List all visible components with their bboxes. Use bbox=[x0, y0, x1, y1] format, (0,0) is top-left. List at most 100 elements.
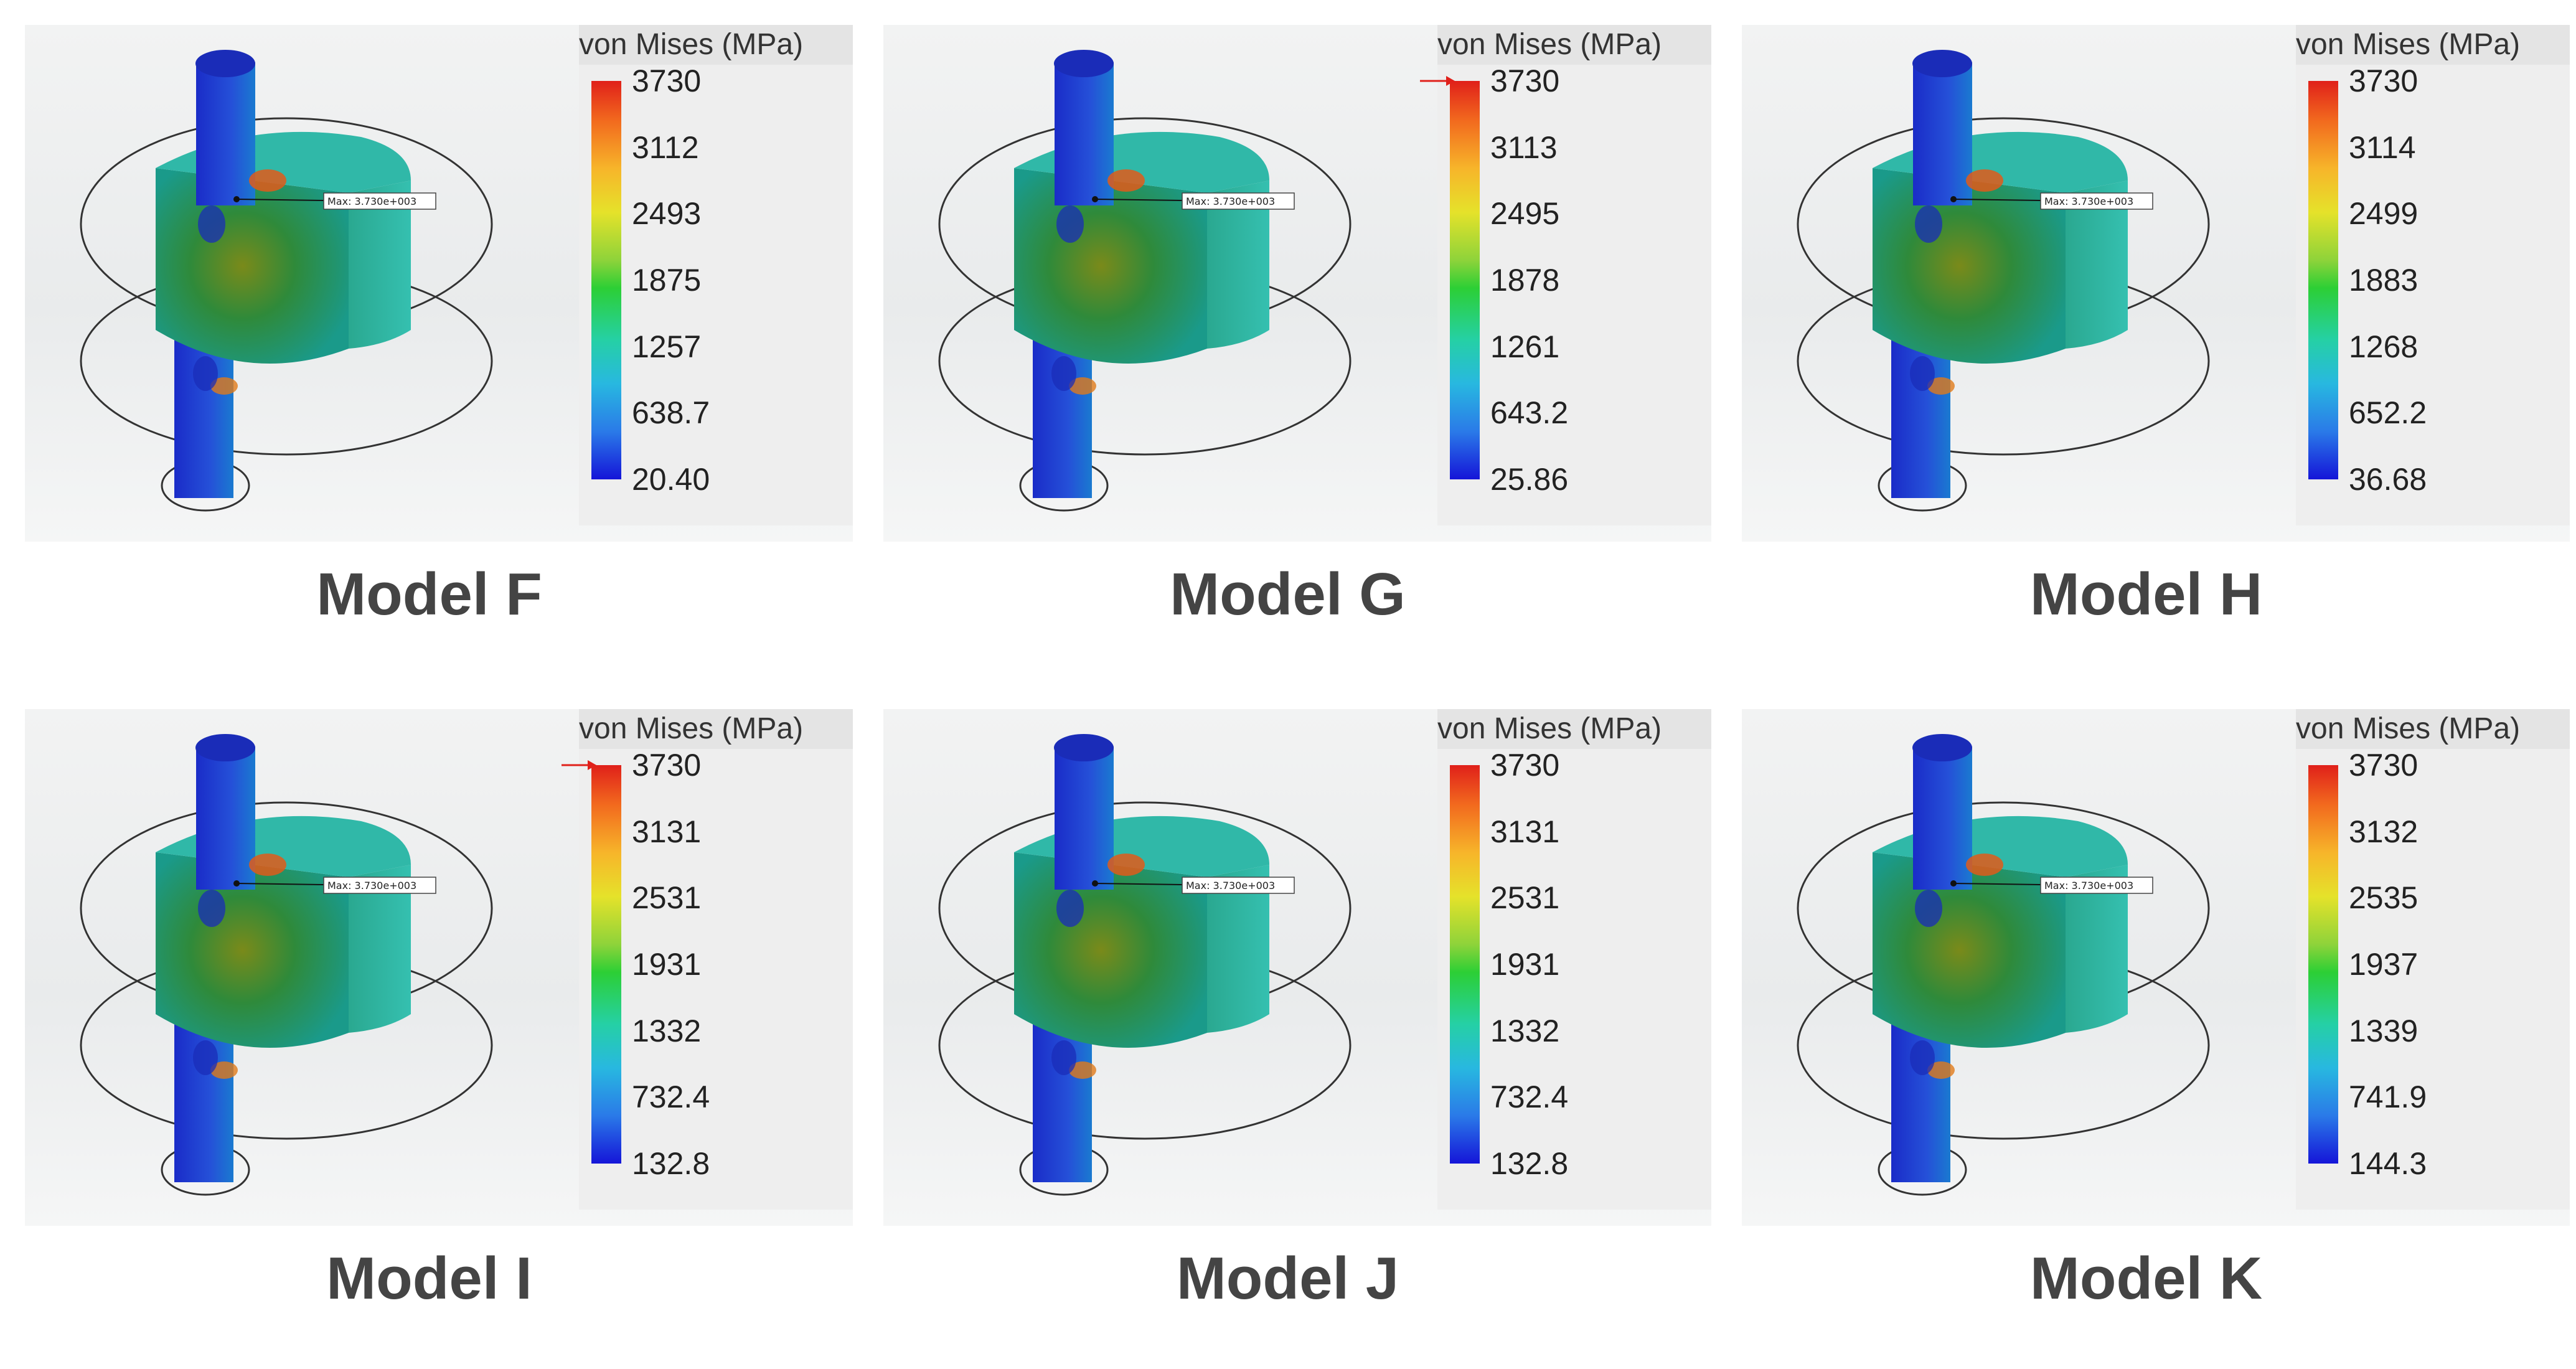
lowstress-spot-1 bbox=[1056, 890, 1084, 927]
stress-legend: von Mises (MPa) 3730 3114 2499 1883 1268 652.… bbox=[2277, 25, 2570, 542]
tick-label: 2531 bbox=[632, 880, 702, 916]
upper-shaft bbox=[1055, 746, 1114, 890]
tick-label: 2535 bbox=[2349, 880, 2419, 916]
legend-title: von Mises (MPa) bbox=[1437, 709, 1711, 749]
tick-label: 1332 bbox=[1490, 1013, 1560, 1048]
lowstress-spot-2 bbox=[1910, 1040, 1935, 1075]
tick-label: 1261 bbox=[1490, 329, 1560, 364]
lowstress-spot-1 bbox=[198, 205, 225, 243]
probe-leader bbox=[236, 883, 324, 885]
upper-shaft bbox=[196, 746, 255, 890]
tick-label: 2531 bbox=[1490, 880, 1560, 916]
upper-shaft bbox=[1913, 746, 1972, 890]
probe-leader bbox=[1094, 883, 1183, 885]
model-caption: Model K bbox=[2029, 1245, 2263, 1312]
color-scale-bar bbox=[591, 81, 621, 479]
tick-label: 3132 bbox=[2349, 814, 2419, 849]
tick-label: 1339 bbox=[2349, 1013, 2419, 1048]
upper-shaft bbox=[1913, 62, 1972, 205]
legend-background bbox=[1437, 65, 1711, 525]
model-caption: Model J bbox=[1176, 1245, 1399, 1312]
stress-legend: von Mises (MPa) 3730 3132 2535 1937 1339 741.… bbox=[2277, 709, 2570, 1226]
tick-label: 1268 bbox=[2349, 329, 2419, 364]
model-caption: Model H bbox=[2029, 561, 2263, 628]
body-side-face bbox=[2066, 865, 2128, 1033]
upper-shaft-cap bbox=[1054, 734, 1114, 761]
hotspot-lower bbox=[210, 377, 238, 395]
stress-model-render: Max: 3.730e+003 bbox=[1797, 50, 2210, 512]
tick-label: 3131 bbox=[1490, 814, 1560, 849]
upper-shaft-cap bbox=[195, 734, 255, 761]
stress-model-render: Max: 3.730e+003 bbox=[80, 50, 493, 512]
model-panel-model-k: Max: 3.730e+003 von Mises (MPa) 3730 3132… bbox=[1717, 684, 2575, 1368]
tick-label: 732.4 bbox=[1490, 1080, 1569, 1115]
stress-model-render: Max: 3.730e+003 bbox=[938, 50, 1351, 512]
tick-label: 1878 bbox=[1490, 263, 1560, 298]
probe-leader bbox=[1953, 883, 2041, 885]
tick-label: 3114 bbox=[2349, 129, 2416, 165]
legend-title: von Mises (MPa) bbox=[2296, 25, 2570, 65]
legend-background bbox=[2296, 65, 2570, 525]
model-caption: Model F bbox=[316, 561, 542, 628]
upper-shaft-cap bbox=[1912, 734, 1972, 761]
probe-leader bbox=[1953, 199, 2041, 201]
tick-label: 1257 bbox=[632, 329, 702, 364]
lowstress-spot-2 bbox=[1051, 356, 1076, 391]
probe-box bbox=[2040, 192, 2153, 210]
probe-box bbox=[1182, 877, 1295, 894]
tick-label: 1883 bbox=[2349, 263, 2419, 298]
tick-label: 2495 bbox=[1490, 196, 1560, 232]
tick-label: 3131 bbox=[632, 814, 702, 849]
tick-label: 3112 bbox=[632, 129, 699, 165]
hotspot-upper bbox=[1107, 169, 1145, 192]
probe-label: Max: 3.730e+003 bbox=[327, 195, 416, 207]
lowstress-spot-2 bbox=[1910, 356, 1935, 391]
upper-shaft bbox=[1055, 62, 1114, 205]
stress-legend: von Mises (MPa) 3730 3112 2493 1875 1257 638.… bbox=[560, 25, 853, 542]
tick-label: 132.8 bbox=[1490, 1146, 1569, 1181]
legend-title: von Mises (MPa) bbox=[579, 709, 853, 749]
probe-label: Max: 3.730e+003 bbox=[1186, 880, 1275, 891]
tick-label: 638.7 bbox=[632, 395, 710, 431]
probe-label: Max: 3.730e+003 bbox=[2044, 880, 2133, 891]
legend-title: von Mises (MPa) bbox=[1437, 25, 1711, 65]
upper-shaft-cap bbox=[195, 50, 255, 77]
model-panel-model-j: Max: 3.730e+003 von Mises (MPa) 3730 3131… bbox=[858, 684, 1717, 1368]
stress-legend: von Mises (MPa) 3730 3113 2495 1878 1261 643.… bbox=[1419, 25, 1711, 542]
upper-shaft-cap bbox=[1912, 50, 1972, 77]
hotspot-upper bbox=[249, 854, 286, 876]
tick-label: 1931 bbox=[632, 947, 702, 982]
color-scale-bar bbox=[2308, 81, 2338, 479]
lowstress-spot-2 bbox=[1051, 1040, 1076, 1075]
tick-label: 2499 bbox=[2349, 196, 2419, 232]
probe-box bbox=[323, 877, 436, 894]
hotspot-upper bbox=[1107, 854, 1145, 876]
probe-leader bbox=[1094, 199, 1183, 201]
tick-label: 741.9 bbox=[2349, 1080, 2427, 1115]
tick-label: 25.86 bbox=[1490, 462, 1569, 497]
hotspot-lower bbox=[1069, 377, 1096, 395]
tick-label: 3730 bbox=[1490, 64, 1560, 98]
tick-label: 1875 bbox=[632, 263, 702, 298]
hotspot-upper bbox=[1966, 169, 2003, 192]
body-side-face bbox=[349, 181, 411, 349]
body-side-face bbox=[2066, 181, 2128, 349]
lowstress-spot-1 bbox=[198, 890, 225, 927]
probe-label: Max: 3.730e+003 bbox=[327, 880, 416, 891]
color-scale-bar bbox=[591, 765, 621, 1164]
body-side-face bbox=[1207, 865, 1269, 1033]
stress-model-render: Max: 3.730e+003 bbox=[80, 734, 493, 1196]
hotspot-upper bbox=[1966, 854, 2003, 876]
upper-shaft-cap bbox=[1054, 50, 1114, 77]
body-side-face bbox=[1207, 181, 1269, 349]
tick-label: 1937 bbox=[2349, 947, 2419, 982]
legend-title: von Mises (MPa) bbox=[2296, 709, 2570, 749]
tick-label: 20.40 bbox=[632, 462, 710, 497]
tick-label: 3730 bbox=[1490, 748, 1560, 783]
lowstress-spot-2 bbox=[193, 356, 218, 391]
model-panel-model-f: Max: 3.730e+003 von Mises (MPa) 3730 3112… bbox=[0, 0, 858, 684]
lowstress-spot-2 bbox=[193, 1040, 218, 1075]
legend-background bbox=[579, 65, 853, 525]
stress-model-render: Max: 3.730e+003 bbox=[938, 734, 1351, 1196]
lowstress-spot-1 bbox=[1056, 205, 1084, 243]
